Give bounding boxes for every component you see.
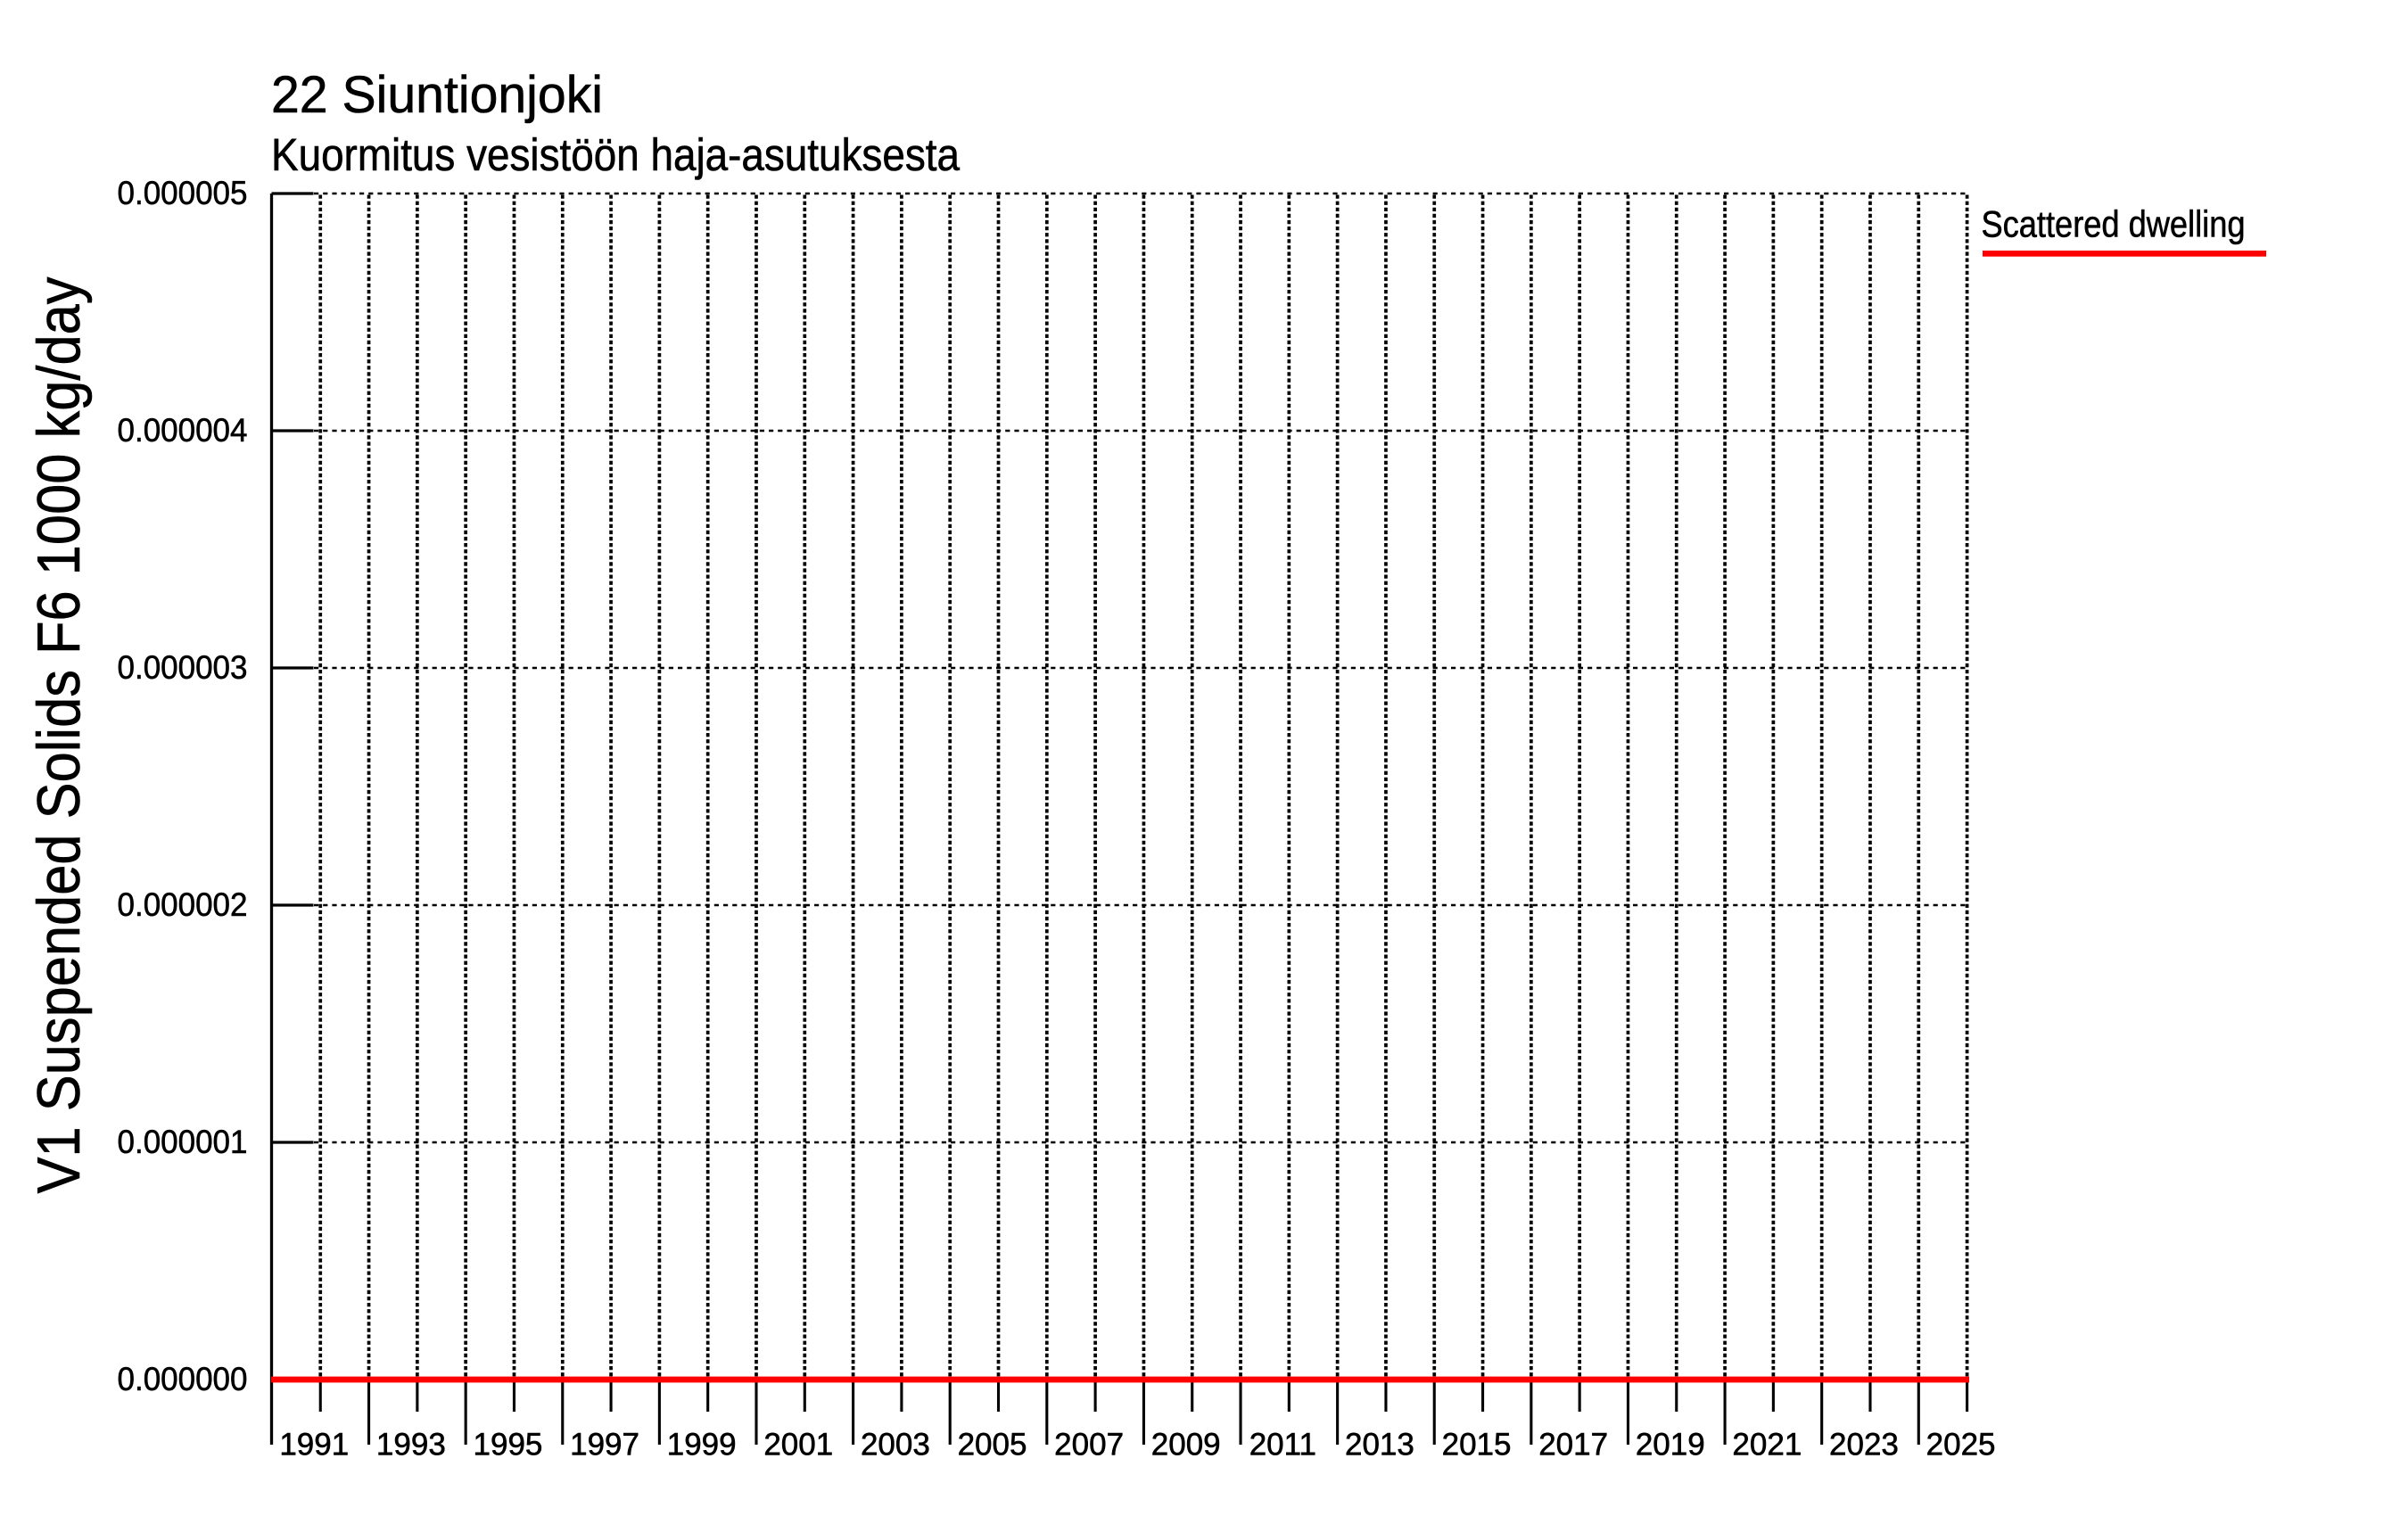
- svg-text:Kuormitus vesistöön haja-asutu: Kuormitus vesistöön haja-asutuksesta: [271, 129, 961, 180]
- svg-text:0.000000: 0.000000: [118, 1360, 248, 1397]
- svg-text:1997: 1997: [570, 1428, 639, 1462]
- svg-text:0.000002: 0.000002: [118, 886, 248, 923]
- svg-text:2025: 2025: [1926, 1428, 1996, 1462]
- svg-text:1999: 1999: [667, 1428, 737, 1462]
- svg-text:V1 Suspended Solids F6 1000 kg: V1 Suspended Solids F6 1000 kg/day: [25, 277, 93, 1194]
- svg-text:2019: 2019: [1636, 1428, 1705, 1462]
- svg-text:2023: 2023: [1829, 1428, 1899, 1462]
- svg-text:1995: 1995: [474, 1428, 543, 1462]
- svg-text:2009: 2009: [1151, 1428, 1221, 1462]
- svg-text:2017: 2017: [1538, 1428, 1608, 1462]
- svg-text:0.000003: 0.000003: [118, 648, 248, 686]
- svg-text:0.000004: 0.000004: [118, 411, 248, 449]
- svg-text:1991: 1991: [279, 1428, 349, 1462]
- svg-text:2005: 2005: [958, 1428, 1027, 1462]
- svg-text:1993: 1993: [376, 1428, 446, 1462]
- svg-text:2015: 2015: [1442, 1428, 1512, 1462]
- svg-text:2013: 2013: [1345, 1428, 1414, 1462]
- svg-text:0.000001: 0.000001: [118, 1123, 248, 1160]
- svg-text:2007: 2007: [1054, 1428, 1124, 1462]
- svg-text:22 Siuntionjoki: 22 Siuntionjoki: [271, 66, 603, 124]
- svg-text:2003: 2003: [861, 1428, 930, 1462]
- svg-text:2021: 2021: [1732, 1428, 1802, 1462]
- svg-text:2001: 2001: [763, 1428, 833, 1462]
- svg-text:2011: 2011: [1249, 1428, 1316, 1462]
- svg-text:0.000005: 0.000005: [118, 174, 248, 211]
- svg-text:Scattered dwelling: Scattered dwelling: [1982, 203, 2246, 245]
